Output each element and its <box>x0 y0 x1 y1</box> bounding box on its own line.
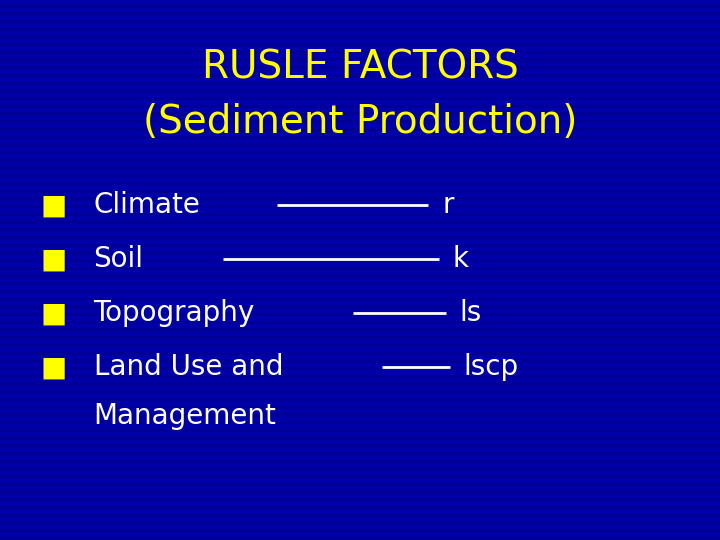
Bar <box>0 190 720 193</box>
Bar <box>0 498 720 502</box>
Text: lscp: lscp <box>463 353 518 381</box>
Bar <box>0 421 720 424</box>
Text: (Sediment Production): (Sediment Production) <box>143 103 577 140</box>
Bar <box>0 444 720 448</box>
Bar <box>0 220 720 224</box>
Bar <box>0 20 720 23</box>
Bar <box>0 398 720 401</box>
Bar <box>0 267 720 270</box>
Bar <box>0 406 720 409</box>
Bar <box>0 382 720 386</box>
Bar <box>0 228 720 232</box>
Bar <box>0 51 720 54</box>
Bar <box>0 321 720 324</box>
Bar <box>0 313 720 316</box>
Bar <box>0 89 720 92</box>
Bar <box>0 28 720 31</box>
Bar <box>0 182 720 185</box>
Bar <box>0 205 720 208</box>
Bar <box>0 43 720 46</box>
Bar <box>0 112 720 116</box>
Bar <box>0 460 720 463</box>
Bar <box>0 483 720 486</box>
Bar <box>0 4 720 8</box>
Bar <box>0 244 720 247</box>
Bar <box>0 390 720 394</box>
Bar <box>0 290 720 293</box>
Bar <box>0 305 720 308</box>
Text: Soil: Soil <box>94 245 143 273</box>
Bar <box>0 352 720 355</box>
Bar <box>0 298 720 301</box>
Bar <box>0 429 720 432</box>
Bar <box>0 367 720 370</box>
Bar <box>0 174 720 178</box>
Bar <box>0 521 720 524</box>
Bar <box>0 475 720 478</box>
Bar <box>0 259 720 262</box>
Bar <box>0 490 720 494</box>
Bar <box>0 82 720 85</box>
Text: Management: Management <box>94 402 276 430</box>
Bar <box>0 236 720 239</box>
Bar <box>0 97 720 100</box>
Bar <box>0 537 720 540</box>
Bar <box>0 282 720 286</box>
Text: Climate: Climate <box>94 191 200 219</box>
Text: ■: ■ <box>41 245 67 273</box>
Bar <box>0 66 720 70</box>
Bar <box>0 467 720 470</box>
Bar <box>0 514 720 517</box>
Bar <box>0 251 720 254</box>
Bar <box>0 166 720 170</box>
Bar <box>0 413 720 416</box>
Bar <box>0 344 720 347</box>
Bar <box>0 529 720 532</box>
Text: ■: ■ <box>41 191 67 219</box>
Bar <box>0 274 720 278</box>
Text: ■: ■ <box>41 353 67 381</box>
Text: ■: ■ <box>41 299 67 327</box>
Bar <box>0 359 720 362</box>
Bar <box>0 213 720 216</box>
Text: RUSLE FACTORS: RUSLE FACTORS <box>202 49 518 86</box>
Bar <box>0 452 720 455</box>
Bar <box>0 136 720 139</box>
Bar <box>0 128 720 131</box>
Bar <box>0 120 720 124</box>
Bar <box>0 143 720 146</box>
Text: Land Use and: Land Use and <box>94 353 283 381</box>
Text: r: r <box>443 191 454 219</box>
Text: ls: ls <box>459 299 482 327</box>
Bar <box>0 74 720 77</box>
Text: k: k <box>452 245 468 273</box>
Bar <box>0 328 720 332</box>
Bar <box>0 336 720 340</box>
Bar <box>0 506 720 509</box>
Text: Topography: Topography <box>94 299 255 327</box>
Bar <box>0 436 720 440</box>
Bar <box>0 58 720 62</box>
Bar <box>0 197 720 200</box>
Bar <box>0 105 720 108</box>
Bar <box>0 159 720 162</box>
Bar <box>0 12 720 16</box>
Bar <box>0 375 720 378</box>
Bar <box>0 151 720 154</box>
Bar <box>0 35 720 38</box>
